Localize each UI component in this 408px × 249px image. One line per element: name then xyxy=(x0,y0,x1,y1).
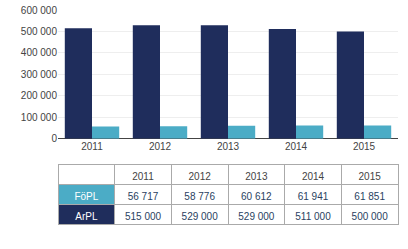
svg-text:529 000: 529 000 xyxy=(238,211,275,222)
svg-text:ArPL: ArPL xyxy=(75,211,98,222)
svg-text:100 000: 100 000 xyxy=(21,112,58,123)
svg-text:2011: 2011 xyxy=(81,141,103,152)
svg-text:61 941: 61 941 xyxy=(298,191,329,202)
svg-text:FöPL: FöPL xyxy=(74,191,98,202)
svg-text:58 776: 58 776 xyxy=(184,191,215,202)
svg-text:300 000: 300 000 xyxy=(21,69,58,80)
svg-text:2011: 2011 xyxy=(132,171,154,182)
svg-text:2012: 2012 xyxy=(149,141,172,152)
svg-text:0: 0 xyxy=(51,133,57,144)
svg-text:511 000: 511 000 xyxy=(295,211,331,222)
svg-text:2014: 2014 xyxy=(302,171,325,182)
svg-text:2013: 2013 xyxy=(217,141,240,152)
svg-text:600 000: 600 000 xyxy=(21,5,58,16)
svg-text:2015: 2015 xyxy=(359,171,382,182)
svg-text:2015: 2015 xyxy=(353,141,376,152)
svg-text:200 000: 200 000 xyxy=(21,90,58,101)
svg-text:529 000: 529 000 xyxy=(182,211,219,222)
svg-text:500 000: 500 000 xyxy=(352,211,389,222)
svg-text:61 851: 61 851 xyxy=(354,191,385,202)
svg-text:60 612: 60 612 xyxy=(241,191,272,202)
svg-text:2012: 2012 xyxy=(189,171,212,182)
svg-text:400 000: 400 000 xyxy=(21,47,58,58)
svg-text:2013: 2013 xyxy=(245,171,268,182)
svg-text:515 000: 515 000 xyxy=(125,211,162,222)
svg-text:2014: 2014 xyxy=(285,141,308,152)
svg-text:56 717: 56 717 xyxy=(128,191,159,202)
svg-text:500 000: 500 000 xyxy=(21,26,58,37)
